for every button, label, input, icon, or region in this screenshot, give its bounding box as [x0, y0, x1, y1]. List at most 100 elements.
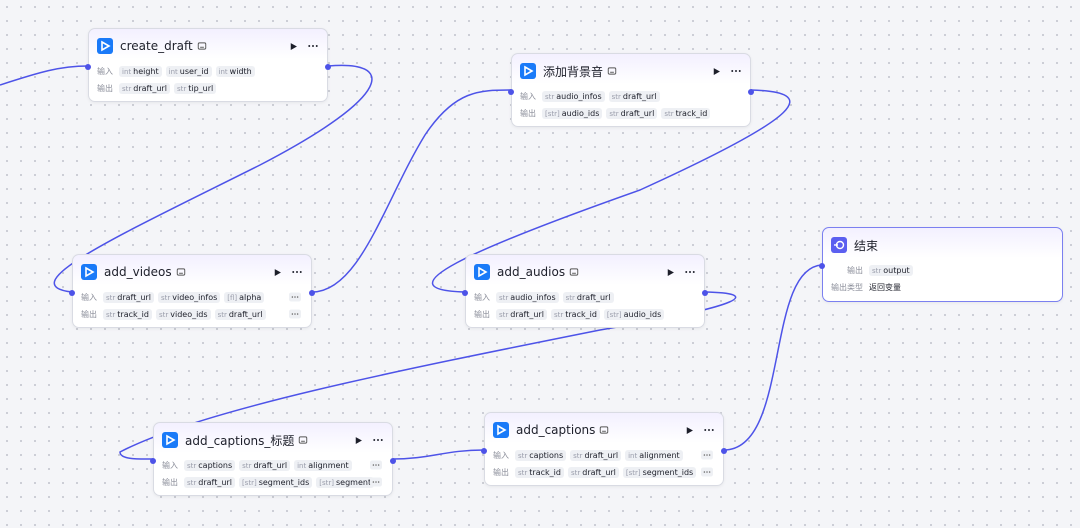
row-label: 输出	[520, 108, 536, 118]
row-label: 输入	[162, 460, 178, 470]
overflow-button[interactable]	[701, 449, 713, 461]
param-type: str	[106, 293, 116, 302]
run-button[interactable]	[272, 267, 283, 278]
node-icon	[474, 264, 490, 280]
param-tag: [str] segment_ids	[238, 476, 313, 488]
node-card[interactable]: 结束输出 str output 输出类型 返回变量	[819, 227, 1063, 302]
row-label: 输入	[520, 91, 536, 101]
node-card[interactable]: add_captions_标题 输入 str captions str draft_url…	[150, 422, 396, 496]
param-type: str	[106, 310, 116, 319]
more-button[interactable]	[372, 434, 384, 446]
input-port	[69, 290, 75, 296]
node-header: add_captions	[493, 420, 715, 440]
node-card[interactable]: add_videos 输入 str draft_url str video_infos [f…	[69, 254, 315, 328]
param-type: str	[499, 310, 509, 319]
param-row: 输入 str audio_infos str draft_url	[520, 89, 742, 103]
param-tag: [str] segment_ids	[622, 466, 697, 478]
node-header: 添加背景音	[520, 61, 742, 81]
param-type: str	[187, 478, 197, 487]
node-card[interactable]: add_audios 输入 str audio_infos str draft_url 输出…	[462, 254, 708, 328]
param-type: str	[122, 84, 132, 93]
input-port	[508, 89, 514, 95]
param-name: draft_url	[133, 83, 167, 93]
overflow-button[interactable]	[370, 459, 382, 471]
param-type: str	[158, 310, 169, 319]
param-type: int	[297, 461, 307, 470]
param-row: 输出 str output	[831, 263, 1054, 277]
param-name: draft_url	[228, 309, 263, 319]
param-name: track_id	[117, 309, 149, 319]
param-type: str	[664, 109, 674, 118]
badge-icon	[600, 426, 609, 434]
output-port	[390, 458, 396, 464]
param-type: str	[565, 293, 575, 302]
param-row: 输出类型 返回变量	[831, 280, 1054, 294]
param-row: 输出 str draft_url str tip_url	[97, 81, 319, 95]
more-button[interactable]	[730, 65, 742, 77]
row-label: 输出	[493, 467, 509, 477]
param-row: 输入 str draft_url str video_infos [fl] alpha	[81, 290, 303, 304]
param-tag: str track_id	[550, 308, 600, 320]
badge-icon	[176, 268, 185, 276]
row-label: 输入	[474, 292, 490, 302]
output-port	[325, 64, 331, 70]
run-button[interactable]	[288, 41, 299, 52]
edge	[723, 264, 823, 451]
param-type: str	[573, 451, 583, 460]
overflow-button[interactable]	[370, 476, 382, 488]
badge-icon	[607, 67, 617, 75]
param-name: captions	[529, 450, 564, 460]
run-button[interactable]	[353, 435, 364, 446]
param-type: str	[176, 84, 187, 93]
run-button[interactable]	[665, 267, 676, 278]
param-name: draft_url	[576, 292, 611, 302]
param-name: captions	[198, 460, 233, 470]
param-name: audio_ids	[561, 108, 600, 118]
node-header: 结束	[831, 235, 1054, 255]
input-port	[481, 448, 487, 454]
param-row: 输出 str track_id str video_ids str draft_url	[81, 307, 303, 321]
row-label: 输入	[97, 66, 113, 76]
param-name: track_id	[529, 467, 561, 477]
more-button[interactable]	[703, 424, 715, 436]
param-name: segment	[335, 477, 372, 487]
output-port	[309, 290, 315, 296]
param-name: video_ids	[170, 309, 208, 319]
param-name: track_id	[675, 108, 708, 118]
param-name: alignment	[639, 450, 680, 460]
param-tag: str draft_url	[608, 90, 660, 102]
output-port	[748, 89, 754, 95]
param-tag: [str] audio_ids	[542, 107, 603, 119]
param-tag: str draft_url	[567, 466, 619, 478]
badge-icon	[197, 42, 206, 50]
param-tag: str track_id	[515, 466, 564, 478]
run-button[interactable]	[711, 66, 722, 77]
node-card[interactable]: create_draft 输入 int height int user_id int widt…	[85, 28, 331, 102]
node-card[interactable]: add_captions 输入 str captions str draft_url int…	[481, 412, 727, 486]
param-name: track_id	[565, 309, 597, 319]
param-name: draft_url	[584, 450, 619, 460]
param-tag: str draft_url	[570, 449, 622, 461]
more-button[interactable]	[291, 266, 303, 278]
param-type: [str]	[319, 478, 334, 487]
param-tag: str captions	[515, 449, 567, 461]
param-row: 输出 str draft_url [str] segment_ids [str] segme…	[162, 475, 384, 489]
edge	[53, 64, 373, 293]
node-card[interactable]: 添加背景音 输入 str audio_infos str draft_url 输出 [str]…	[508, 53, 754, 127]
input-port	[85, 64, 91, 70]
param-row: 输入 str audio_infos str draft_url	[474, 290, 696, 304]
overflow-button[interactable]	[289, 291, 301, 303]
param-name: alpha	[239, 292, 262, 302]
more-button[interactable]	[684, 266, 696, 278]
overflow-button[interactable]	[701, 466, 713, 478]
param-type: str	[545, 92, 555, 101]
row-label: 输出	[847, 265, 863, 275]
node-icon	[162, 432, 178, 448]
more-button[interactable]	[307, 40, 319, 52]
param-name: draft_url	[620, 108, 655, 118]
node-title: add_audios	[497, 265, 566, 279]
overflow-button[interactable]	[289, 308, 301, 320]
param-tag: str draft_url	[103, 291, 154, 303]
run-button[interactable]	[684, 425, 695, 436]
param-tag: str audio_infos	[542, 90, 605, 102]
